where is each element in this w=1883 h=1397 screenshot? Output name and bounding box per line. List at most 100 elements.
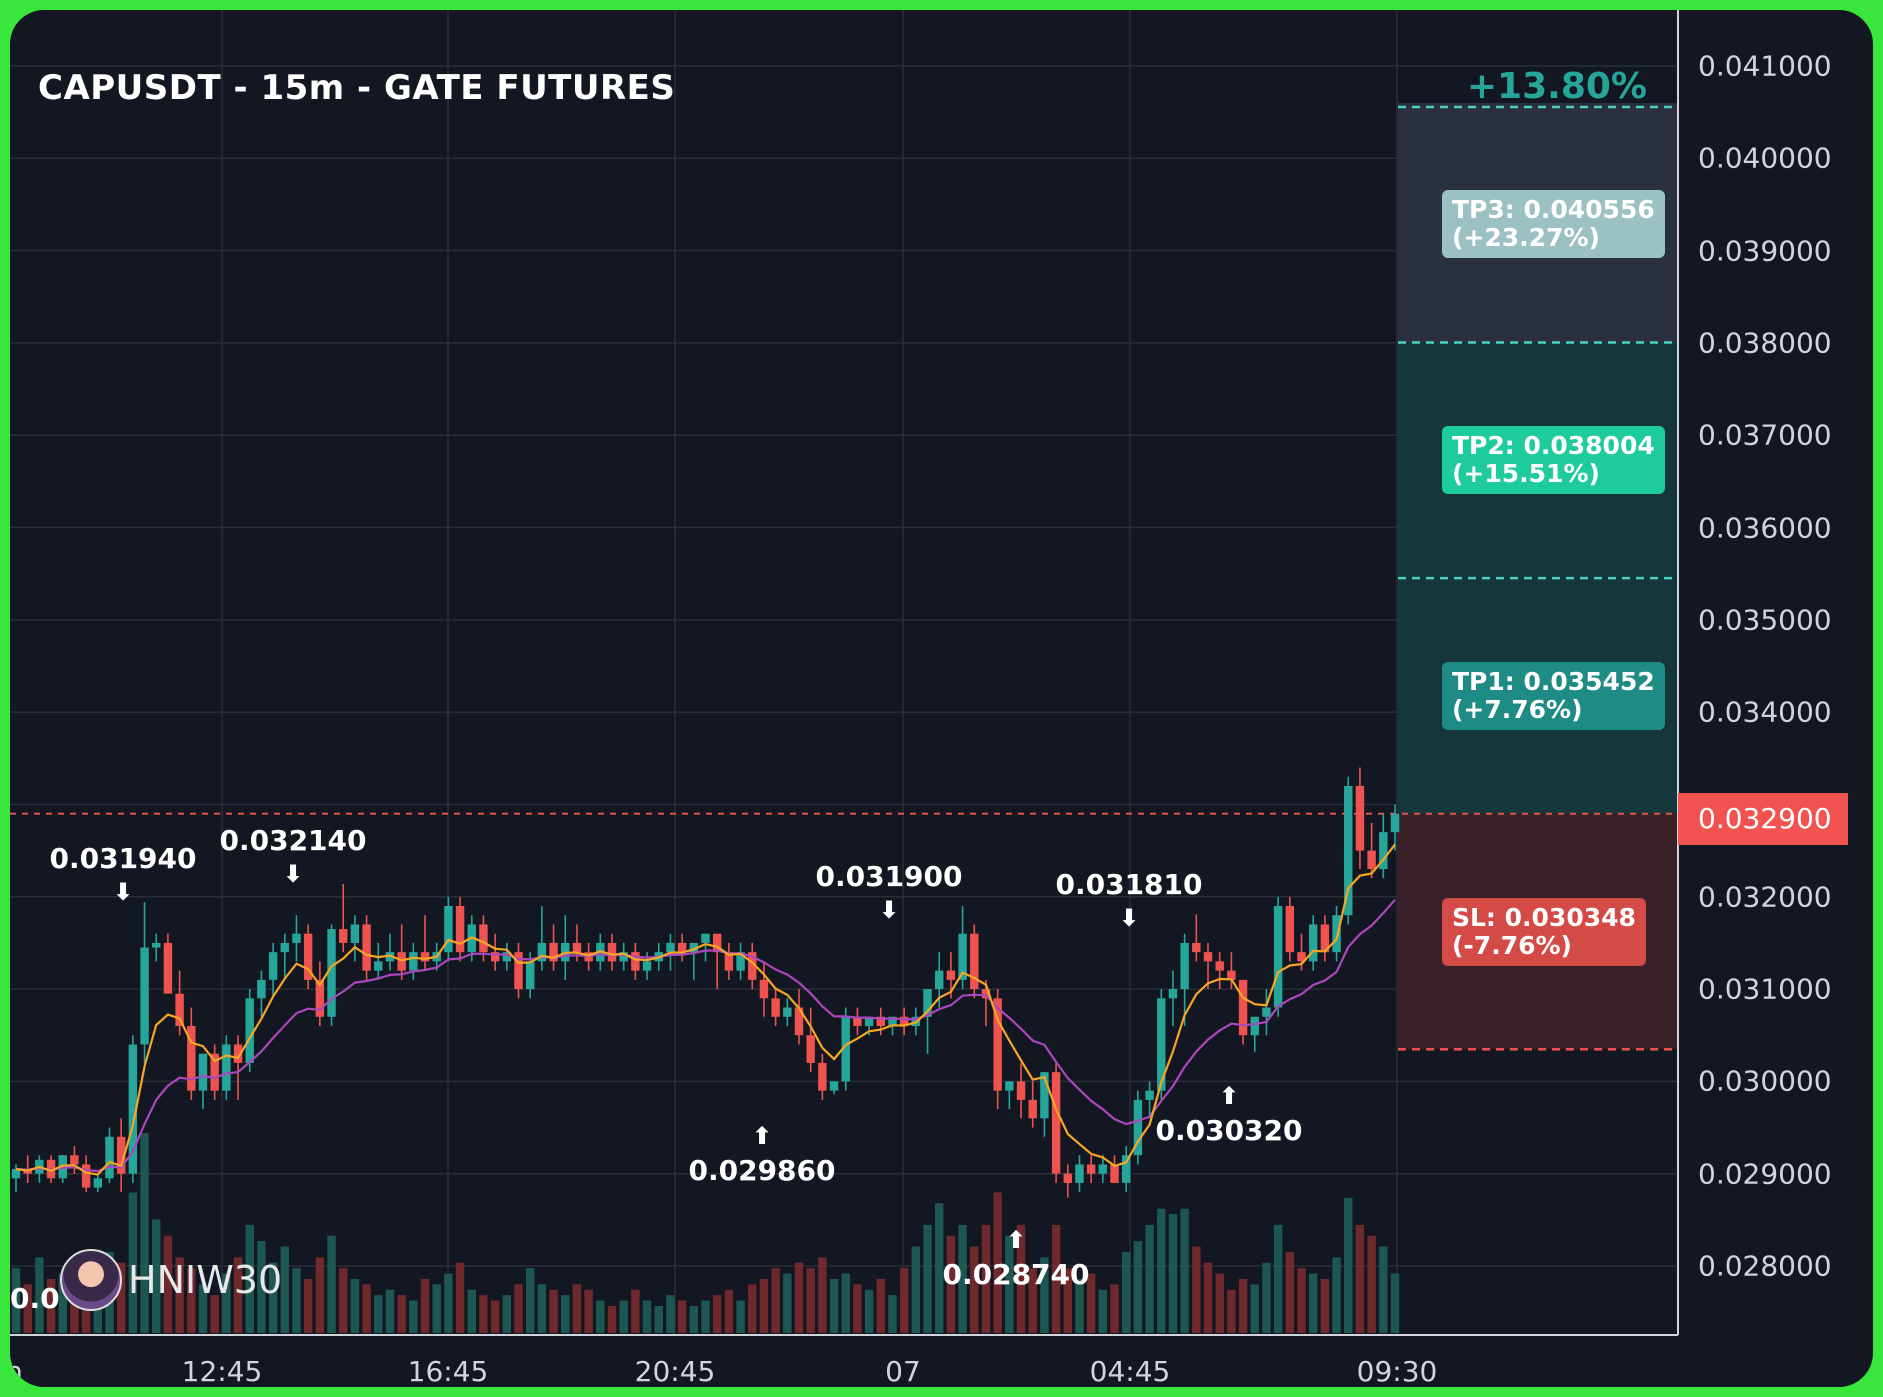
volume-bar — [759, 1278, 769, 1333]
candle-body — [409, 952, 418, 971]
volume-bar — [280, 1246, 289, 1333]
volume-bar — [303, 1278, 313, 1333]
candle-body — [327, 929, 336, 1017]
candle-body — [1308, 924, 1318, 962]
y-tick-label: 0.028000 — [1698, 1249, 1832, 1283]
candle-body — [385, 952, 395, 962]
volume-bar — [794, 1262, 804, 1333]
candle-body — [128, 1044, 138, 1174]
candle-body — [689, 942, 699, 953]
volume-bar — [1086, 1273, 1096, 1333]
candle-body — [736, 952, 745, 971]
ema-slow-line — [15, 899, 1396, 1173]
change-percent: +13.80% — [1466, 66, 1647, 107]
candle-body — [444, 906, 453, 953]
volume-bar — [420, 1278, 430, 1333]
candle-body — [1285, 906, 1295, 953]
candle-body — [315, 979, 325, 1017]
volume-bar — [1098, 1289, 1108, 1333]
volume-bar — [1250, 1284, 1259, 1333]
watermark: HNIW30 — [60, 1249, 283, 1311]
volume-bar — [981, 1224, 991, 1333]
candle-body — [70, 1155, 79, 1165]
volume-bar — [479, 1295, 488, 1333]
tp1-label: TP1: 0.035452 (+7.76%) — [1442, 662, 1665, 730]
x-tick-label: 07 — [885, 1355, 921, 1387]
volume-bar — [514, 1284, 523, 1333]
candle-body — [981, 989, 991, 999]
candle-body — [105, 1136, 114, 1179]
volume-bar — [712, 1295, 722, 1333]
candle-body — [374, 961, 383, 971]
candle-body — [1320, 924, 1330, 953]
volume-bar — [549, 1289, 558, 1333]
volume-bar — [245, 1224, 254, 1333]
volume-bar — [444, 1273, 453, 1333]
tp1-price: TP1: 0.035452 — [1452, 667, 1655, 696]
candle-body — [619, 952, 628, 962]
candle-body — [1028, 1099, 1037, 1119]
volume-bar — [1192, 1246, 1201, 1333]
price-chart[interactable] — [10, 10, 1873, 1387]
volume-bar — [1063, 1268, 1072, 1333]
candle-body — [748, 952, 757, 980]
candle-body — [1040, 1072, 1049, 1119]
candle-body — [1355, 786, 1365, 851]
volume-bar — [46, 1278, 56, 1333]
ema-fast-line — [15, 843, 1396, 1176]
arrow-down-icon: ⬇ — [1118, 904, 1140, 932]
candle-body — [1192, 942, 1201, 953]
volume-bar — [1180, 1208, 1189, 1333]
candle-body — [245, 998, 254, 1063]
volume-bar — [210, 1295, 219, 1333]
volume-bar — [736, 1300, 745, 1333]
candle-body — [537, 942, 547, 962]
x-tick-label: 12:45 — [181, 1355, 263, 1387]
volume-bar — [619, 1300, 628, 1333]
y-tick-label: 0.041000 — [1698, 49, 1832, 83]
tp3-percent: (+23.27%) — [1452, 223, 1600, 252]
candle-body — [268, 952, 278, 980]
volume-bar — [841, 1273, 850, 1333]
volume-bar — [1262, 1262, 1271, 1333]
volume-bar — [315, 1257, 325, 1333]
volume-bar — [724, 1289, 734, 1333]
y-tick-label: 0.029000 — [1698, 1157, 1832, 1191]
volume-bar — [899, 1268, 909, 1333]
volume-bar — [1320, 1278, 1330, 1333]
sl-price: SL: 0.030348 — [1452, 903, 1636, 932]
candle-body — [806, 1035, 815, 1063]
volume-bar — [163, 1235, 173, 1333]
volume-bar — [350, 1278, 360, 1333]
volume-bar — [572, 1284, 582, 1333]
tp3-label: TP3: 0.040556 (+23.27%) — [1442, 190, 1665, 258]
watermark-text: HNIW30 — [128, 1258, 283, 1302]
candle-body — [222, 1044, 231, 1091]
volume-bar — [222, 1273, 231, 1333]
candle-body — [1227, 970, 1236, 980]
volume-bar — [1344, 1197, 1353, 1333]
candle-body — [1262, 1007, 1271, 1017]
candle-body — [420, 952, 430, 962]
candle-body — [724, 952, 734, 971]
volume-bar — [1133, 1241, 1143, 1333]
candle-body — [502, 952, 512, 962]
volume-bar — [11, 1268, 21, 1333]
volume-bar — [339, 1268, 348, 1333]
volume-bar — [1227, 1289, 1236, 1333]
volume-bar — [502, 1295, 512, 1333]
candle-body — [1390, 813, 1400, 833]
volume-bar — [1238, 1278, 1248, 1333]
candle-body — [152, 942, 161, 948]
candle-body — [1086, 1164, 1096, 1174]
sl-percent: (-7.76%) — [1452, 931, 1572, 960]
volume-bar — [584, 1289, 593, 1333]
swing-high-label: 0.031810 — [1055, 868, 1203, 901]
volume-bar — [677, 1300, 687, 1333]
volume-bar — [1379, 1246, 1388, 1333]
volume-bar — [467, 1289, 476, 1333]
candle-body — [1344, 786, 1353, 916]
x-tick-label: n — [10, 1355, 23, 1387]
candle-body — [362, 924, 371, 971]
volume-bar — [409, 1300, 418, 1333]
